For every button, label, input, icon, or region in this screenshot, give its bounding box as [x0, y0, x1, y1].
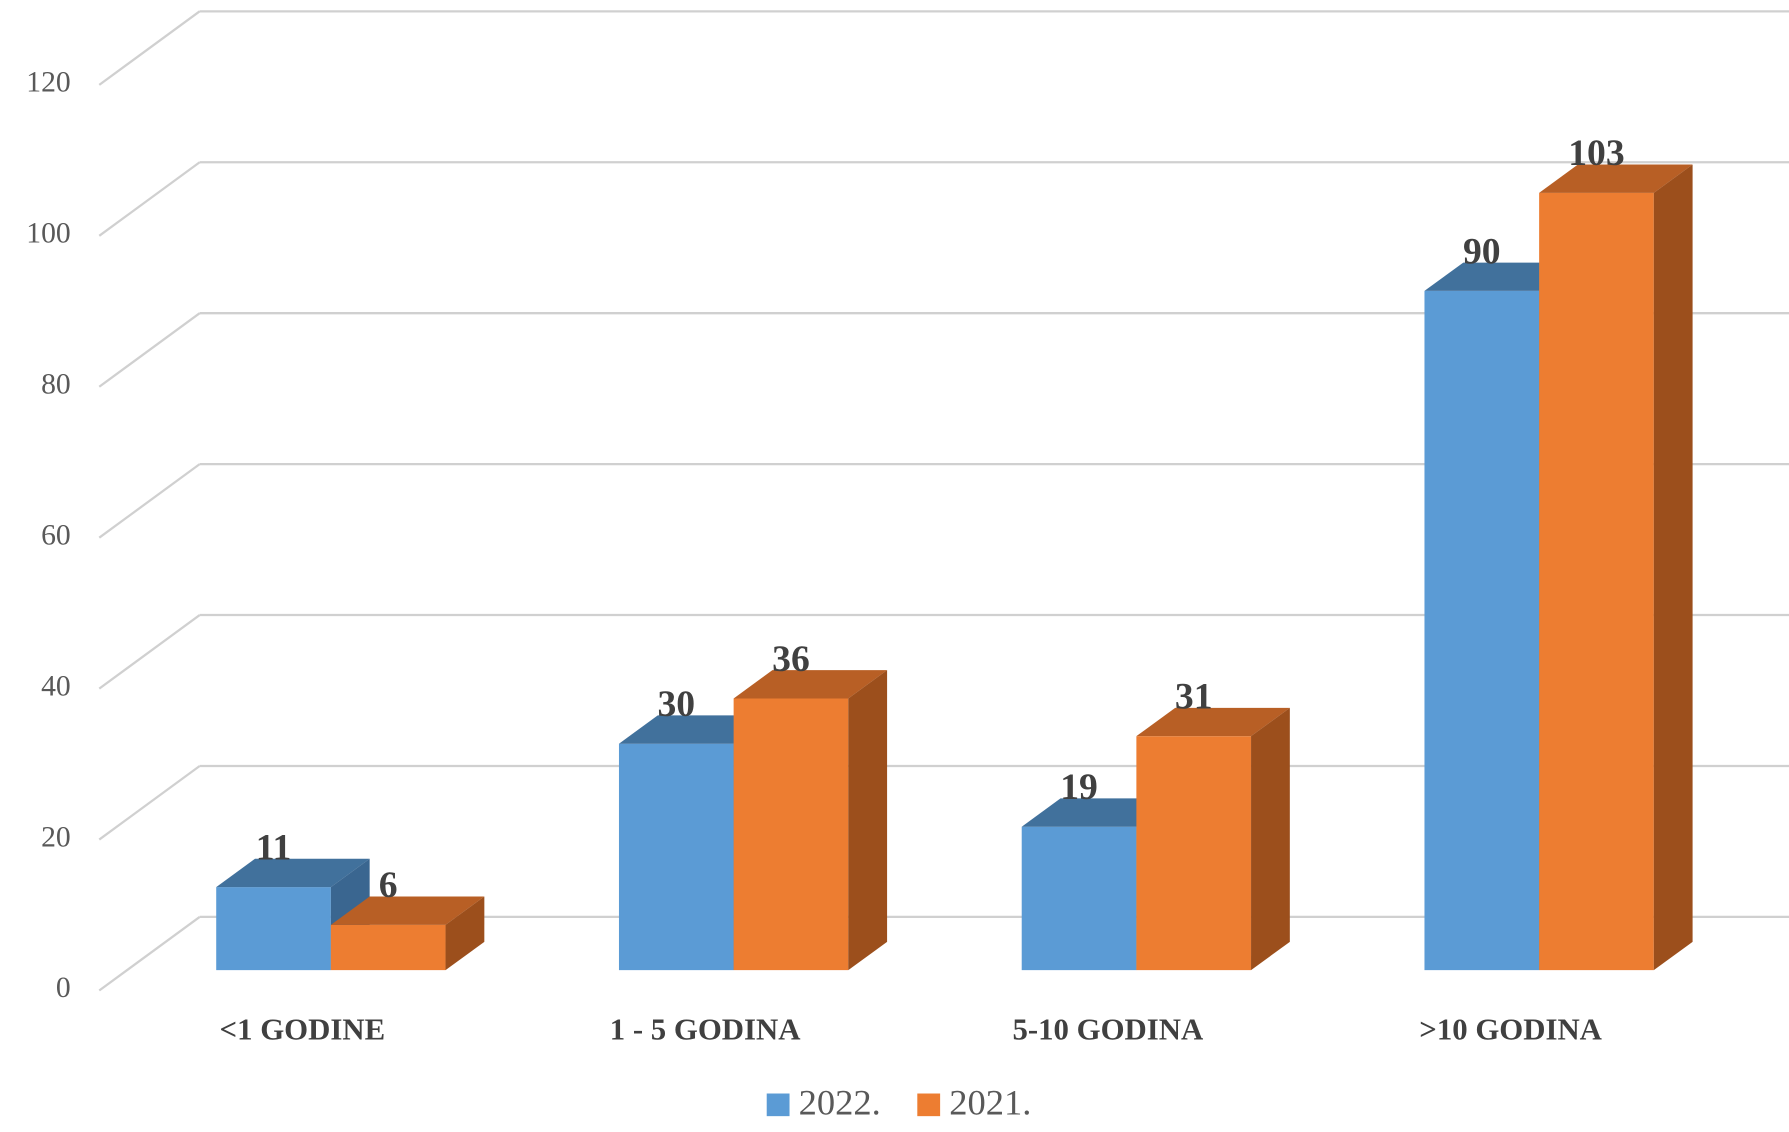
grid-line-side [98, 916, 201, 992]
value-label: 11 [256, 828, 292, 869]
value-label: 6 [379, 865, 398, 906]
bar-top [216, 858, 370, 888]
bar [1539, 192, 1654, 971]
grid-line-side [98, 463, 201, 539]
bar [1021, 826, 1137, 971]
bar-side [445, 896, 485, 971]
grid-line-side [98, 10, 201, 86]
value-label: 103 [1568, 133, 1624, 174]
grid-line-side [98, 765, 201, 841]
bar-side [1653, 164, 1693, 971]
grid-line-side [98, 614, 201, 690]
value-label: 36 [772, 639, 810, 680]
x-tick-label: >10 GODINA [1419, 1013, 1602, 1047]
legend-swatch [917, 1093, 941, 1117]
y-tick-label: 100 [26, 218, 70, 250]
bar [1136, 736, 1252, 971]
x-tick-label: <1 GODINE [220, 1013, 386, 1047]
bar [618, 743, 734, 971]
legend-label: 2022. [799, 1082, 881, 1122]
bar-top [1539, 164, 1693, 193]
x-tick-label: 1 - 5 GODINA [610, 1013, 801, 1047]
grid-line-side [98, 312, 201, 388]
grid-line-side [98, 161, 201, 237]
x-tick-label: 5-10 GODINA [1012, 1013, 1203, 1047]
value-label: 90 [1463, 231, 1501, 272]
value-label: 31 [1175, 677, 1213, 718]
bar-top [330, 896, 485, 925]
bar [330, 924, 446, 971]
value-label: 19 [1060, 767, 1098, 808]
bar [216, 887, 331, 971]
y-tick-label: 120 [26, 67, 70, 99]
y-tick-label: 80 [41, 369, 71, 401]
bar [1424, 290, 1540, 971]
legend-swatch [766, 1093, 790, 1117]
y-tick-label: 60 [41, 520, 71, 552]
bar-side [848, 670, 888, 971]
bar-top [1136, 707, 1290, 737]
bar-top [733, 670, 888, 699]
y-tick-label: 20 [41, 821, 71, 853]
legend-label: 2021. [949, 1082, 1031, 1122]
value-label: 30 [657, 684, 695, 725]
y-tick-label: 40 [41, 670, 71, 702]
bar [733, 698, 849, 971]
bar-side [1251, 707, 1290, 971]
y-tick-label: 0 [56, 972, 71, 1004]
